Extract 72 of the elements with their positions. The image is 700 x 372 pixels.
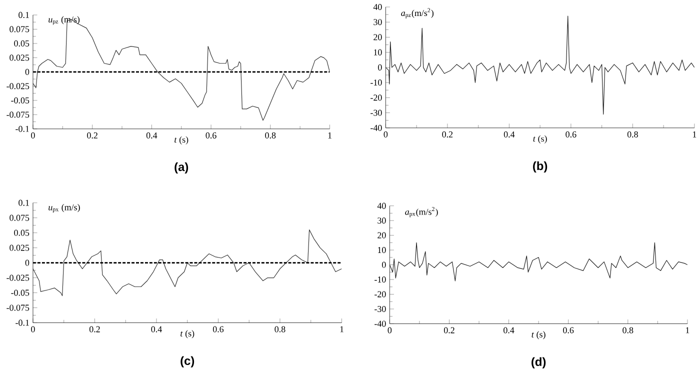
x-tick-label: 1 bbox=[692, 132, 696, 138]
x-tick-label: 0.4 bbox=[151, 326, 162, 332]
y-tick-label: -0.025 bbox=[6, 274, 30, 281]
text: (d) bbox=[532, 357, 546, 369]
x-tick-label: 0 bbox=[31, 326, 35, 332]
x-tick-label: 0 bbox=[388, 327, 392, 334]
y-tick-label: -0.1 bbox=[16, 320, 29, 326]
x-tick-label: 0.4 bbox=[504, 132, 515, 138]
y-tick-label: 0.1 bbox=[18, 12, 29, 18]
y-tick-label: 0.025 bbox=[10, 244, 30, 251]
y-tick-label: -30 bbox=[370, 110, 382, 116]
y-tick-label: 0 bbox=[25, 260, 30, 266]
y-tick-label: -0.025 bbox=[6, 83, 30, 90]
x-tick-label: 0.8 bbox=[274, 326, 286, 332]
y-tick-label: -0.05 bbox=[11, 98, 30, 104]
y-tick-label: -20 bbox=[370, 94, 382, 101]
x-tick-label: 1 bbox=[686, 327, 690, 334]
y-tick-label: 10 bbox=[378, 247, 386, 254]
x-tick-label: 0.4 bbox=[504, 327, 514, 334]
y-tick-label: 0.05 bbox=[14, 40, 30, 47]
text: (c) bbox=[180, 356, 194, 368]
y-tick-label: -20 bbox=[374, 291, 386, 298]
x-tick-label: 0.6 bbox=[566, 132, 576, 138]
y-axis-title: a$_{px}$(m/s$^{2}$) bbox=[405, 207, 438, 218]
x-tick-label: 0.6 bbox=[206, 132, 216, 139]
y-tick-label: -0.075 bbox=[6, 112, 30, 118]
y-tick-label: -30 bbox=[374, 306, 386, 312]
x-axis-title: t (s) bbox=[532, 331, 546, 340]
y-axis-title: u$_{px}$ (m/s) bbox=[48, 204, 80, 213]
x-tick-label: 0.8 bbox=[622, 327, 634, 334]
y-tick-label: -40 bbox=[370, 125, 382, 132]
x-tick-label: 0.4 bbox=[146, 132, 158, 139]
x-tick-label: 1 bbox=[328, 132, 332, 138]
y-tick-label: 0.075 bbox=[10, 214, 30, 222]
x-tick-label: 0.6 bbox=[212, 326, 224, 332]
x-tick-label: 0.6 bbox=[563, 327, 574, 334]
text: (a) bbox=[174, 162, 188, 174]
y-tick-label: -0.05 bbox=[11, 290, 30, 296]
x-tick-label: 0.8 bbox=[265, 132, 276, 139]
y-tick-label: 40 bbox=[377, 202, 386, 210]
x-tick-label: 0.8 bbox=[627, 132, 638, 138]
x-tick-label: 0 bbox=[31, 132, 35, 139]
y-tick-label: 0.025 bbox=[10, 54, 30, 61]
y-tick-label: -0.1 bbox=[16, 126, 29, 132]
x-axis-title: t (s) bbox=[174, 136, 188, 145]
y-tick-label: 0 bbox=[382, 262, 386, 268]
y-tick-label: 30 bbox=[374, 19, 382, 26]
x-tick-label: 0.2 bbox=[87, 132, 98, 139]
y-tick-label: -10 bbox=[370, 80, 382, 86]
y-tick-label: -10 bbox=[374, 276, 386, 283]
x-axis-title: t (s) bbox=[533, 135, 547, 144]
x-tick-label: 0.2 bbox=[89, 326, 100, 332]
y-tick-label: 0.075 bbox=[10, 26, 30, 32]
y-tick-label: 10 bbox=[374, 49, 382, 56]
y-axis-title: a$_{pz}$(m/s$^{2}$) bbox=[401, 8, 434, 18]
y-axis-title: u$_{pz}$ (m/s) bbox=[48, 16, 80, 25]
y-tick-label: 0.05 bbox=[14, 230, 30, 236]
y-tick-label: 20 bbox=[378, 232, 386, 238]
y-tick-label: 0.1 bbox=[18, 200, 29, 206]
x-tick-label: 0.2 bbox=[442, 132, 453, 138]
line-series bbox=[390, 242, 688, 282]
x-tick-label: 1 bbox=[340, 326, 344, 332]
x-tick-label: 0.2 bbox=[444, 327, 454, 334]
x-axis-title: t (s) bbox=[180, 330, 194, 338]
text: (b) bbox=[533, 162, 548, 173]
y-tick-label: 20 bbox=[374, 34, 382, 40]
y-tick-label: 40 bbox=[373, 4, 382, 10]
y-tick-label: 0 bbox=[378, 64, 382, 71]
y-tick-label: 0 bbox=[25, 69, 30, 76]
y-tick-label: -0.075 bbox=[6, 304, 30, 311]
y-tick-label: 30 bbox=[378, 218, 386, 224]
y-tick-label: -40 bbox=[374, 320, 386, 327]
